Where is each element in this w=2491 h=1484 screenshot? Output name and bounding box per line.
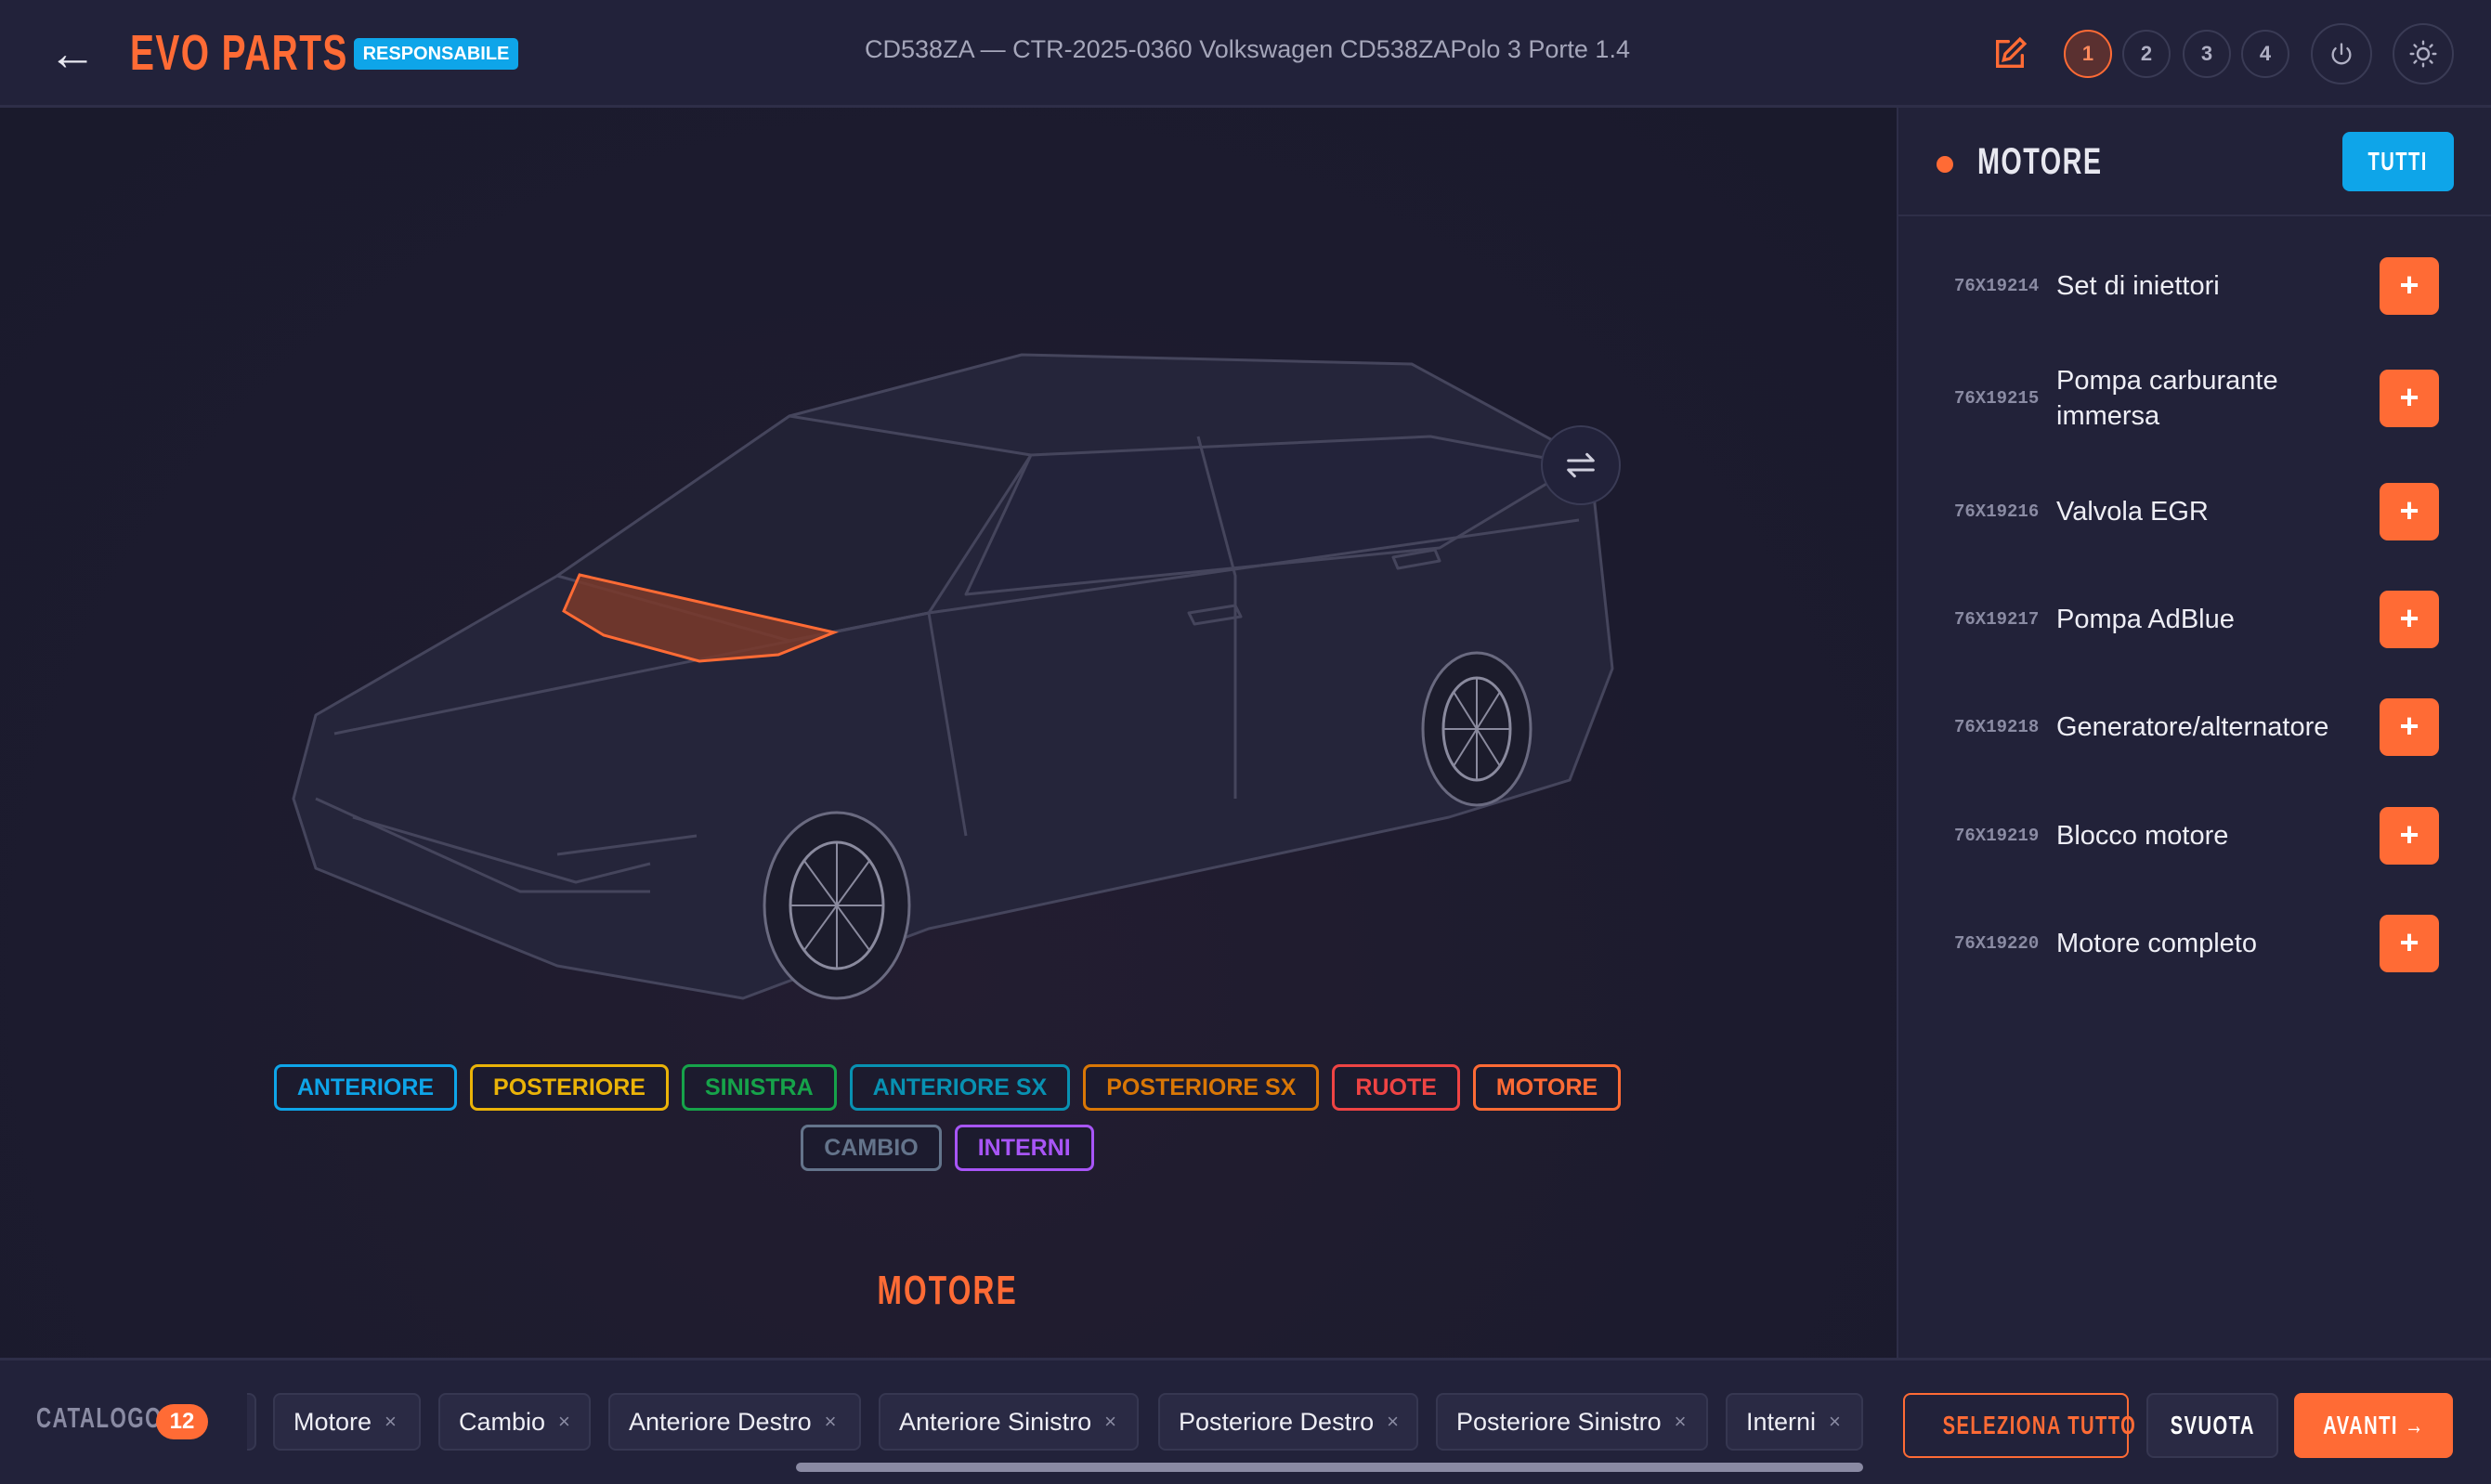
parts-panel: MOTORE TUTTI 76X19214 Set di iniettori +… (1897, 108, 2491, 1358)
part-name: Set di iniettori (2056, 271, 2220, 301)
engine-zone-highlight[interactable] (562, 573, 840, 663)
page-title: CD538ZA — CTR-2025-0360 Volkswagen CD538… (865, 35, 1630, 63)
next-button[interactable]: AVANTI → (2294, 1393, 2453, 1458)
edit-icon[interactable] (1991, 35, 2028, 72)
part-row: 76X19217 Pompa AdBlue + (1898, 582, 2491, 657)
add-part-button[interactable]: + (2380, 807, 2439, 865)
part-code: 76X19215 (1954, 388, 2040, 409)
swap-arrows-icon (1567, 452, 1595, 478)
remove-chip-icon[interactable]: × (824, 1410, 837, 1433)
catalog-chip[interactable]: Anteriore Destro × (608, 1393, 861, 1451)
zone-tags: ANTERIORE POSTERIORE SINISTRA ANTERIORE SX P… (269, 1064, 1625, 1171)
chip-label: Posteriore Destro (1179, 1407, 1375, 1436)
select-all-parts-button[interactable]: TUTTI (2342, 132, 2454, 191)
part-code: 76X19220 (1954, 933, 2040, 954)
chip-partial (247, 1393, 256, 1451)
zone-tag-anteriore[interactable]: ANTERIORE (273, 1064, 458, 1111)
zone-tag-motore[interactable]: MOTORE (1472, 1064, 1622, 1111)
part-code: 76X19219 (1954, 826, 2040, 846)
part-row: 76X19220 Motore completo + (1898, 906, 2491, 981)
clear-button[interactable]: SVUOTA (2146, 1393, 2278, 1458)
back-button[interactable]: ← (48, 27, 97, 81)
swap-view-button[interactable] (1541, 425, 1621, 505)
chip-label: Anteriore Sinistro (899, 1407, 1092, 1436)
zone-dot-icon (1937, 156, 1953, 173)
chip-label: Posteriore Sinistro (1456, 1407, 1662, 1436)
logo: EVO PARTS (130, 25, 348, 81)
zone-tag-ruote[interactable]: RUOTE (1332, 1064, 1460, 1111)
catalog-label: CATALOGO (36, 1401, 163, 1434)
panel-header: MOTORE TUTTI (1898, 108, 2491, 216)
part-code: 76X19214 (1954, 276, 2040, 296)
part-name: Generatore/alternatore (2056, 712, 2329, 742)
catalog-chip[interactable]: Cambio × (438, 1393, 591, 1451)
select-all-button[interactable]: SELEZIONA TUTTO (1903, 1393, 2135, 1458)
part-code: 76X19217 (1954, 609, 2040, 630)
catalog-count-badge: 12 (156, 1404, 208, 1439)
part-name: Blocco motore (2056, 821, 2229, 851)
add-part-button[interactable]: + (2380, 370, 2439, 427)
sun-icon (2409, 40, 2437, 68)
theme-toggle-button[interactable] (2393, 23, 2454, 85)
step-1[interactable]: 1 (2064, 30, 2112, 78)
car-wireframe[interactable] (0, 108, 1897, 1358)
remove-chip-icon[interactable]: × (385, 1410, 397, 1433)
add-part-button[interactable]: + (2380, 698, 2439, 756)
remove-chip-icon[interactable]: × (1674, 1410, 1687, 1433)
add-part-button[interactable]: + (2380, 257, 2439, 315)
role-badge: RESPONSABILE (354, 38, 518, 70)
zone-tag-posteriore[interactable]: POSTERIORE (470, 1064, 669, 1111)
part-name: Motore completo (2056, 929, 2257, 958)
catalog-chip[interactable]: Interni × (1726, 1393, 1863, 1451)
top-bar: ← EVO PARTS RESPONSABILE CD538ZA — CTR-2… (0, 0, 2491, 108)
part-row: 76X19215 Pompa carburante immersa + (1898, 361, 2491, 436)
catalog-chip[interactable]: Posteriore Destro × (1158, 1393, 1418, 1451)
part-name: Pompa carburante immersa (2056, 366, 2278, 431)
chip-label: Interni (1746, 1407, 1817, 1436)
part-row: 76X19216 Valvola EGR + (1898, 475, 2491, 549)
catalog-chips: Motore × Cambio × Anteriore Destro × Anteriore… (247, 1393, 1865, 1452)
zone-tag-interni[interactable]: INTERNI (954, 1125, 1094, 1171)
car-viewer: ANTERIORE POSTERIORE SINISTRA ANTERIORE SX P… (0, 108, 1897, 1358)
add-part-button[interactable]: + (2380, 483, 2439, 540)
panel-title: MOTORE (1977, 141, 2103, 182)
remove-chip-icon[interactable]: × (558, 1410, 570, 1433)
part-code: 76X19218 (1954, 717, 2040, 737)
chip-label: Anteriore Destro (629, 1407, 812, 1436)
catalog-bar: CATALOGO 12 Motore × Cambio × Anteriore Dest… (0, 1358, 2491, 1484)
catalog-chip[interactable]: Anteriore Sinistro × (879, 1393, 1139, 1451)
selected-zone-label: MOTORE (877, 1268, 1018, 1313)
step-4[interactable]: 4 (2241, 30, 2289, 78)
part-name: Valvola EGR (2056, 497, 2209, 527)
catalog-chip[interactable]: Motore × (273, 1393, 421, 1451)
power-button[interactable] (2311, 23, 2372, 85)
part-row: 76X19219 Blocco motore + (1898, 799, 2491, 873)
chip-label: Motore (293, 1407, 372, 1436)
catalog-chip[interactable]: Posteriore Sinistro × (1436, 1393, 1708, 1451)
zone-tag-cambio[interactable]: CAMBIO (801, 1125, 942, 1171)
remove-chip-icon[interactable]: × (1104, 1410, 1116, 1433)
part-name: Pompa AdBlue (2056, 605, 2235, 634)
part-row: 76X19214 Set di iniettori + (1898, 249, 2491, 323)
power-icon (2331, 43, 2352, 65)
add-part-button[interactable]: + (2380, 915, 2439, 972)
part-row: 76X19218 Generatore/alternatore + (1898, 690, 2491, 764)
step-2[interactable]: 2 (2122, 30, 2171, 78)
chips-scrollbar[interactable] (796, 1463, 1863, 1472)
part-code: 76X19216 (1954, 501, 2040, 522)
add-part-button[interactable]: + (2380, 591, 2439, 648)
chip-label: Cambio (459, 1407, 546, 1436)
step-3[interactable]: 3 (2183, 30, 2231, 78)
remove-chip-icon[interactable]: × (1387, 1410, 1399, 1433)
zone-tag-sinistra[interactable]: SINISTRA (681, 1064, 837, 1111)
remove-chip-icon[interactable]: × (1829, 1410, 1841, 1433)
zone-tag-posteriore-sx[interactable]: POSTERIORE SX (1083, 1064, 1320, 1111)
zone-tag-anteriore-sx[interactable]: ANTERIORE SX (849, 1064, 1071, 1111)
